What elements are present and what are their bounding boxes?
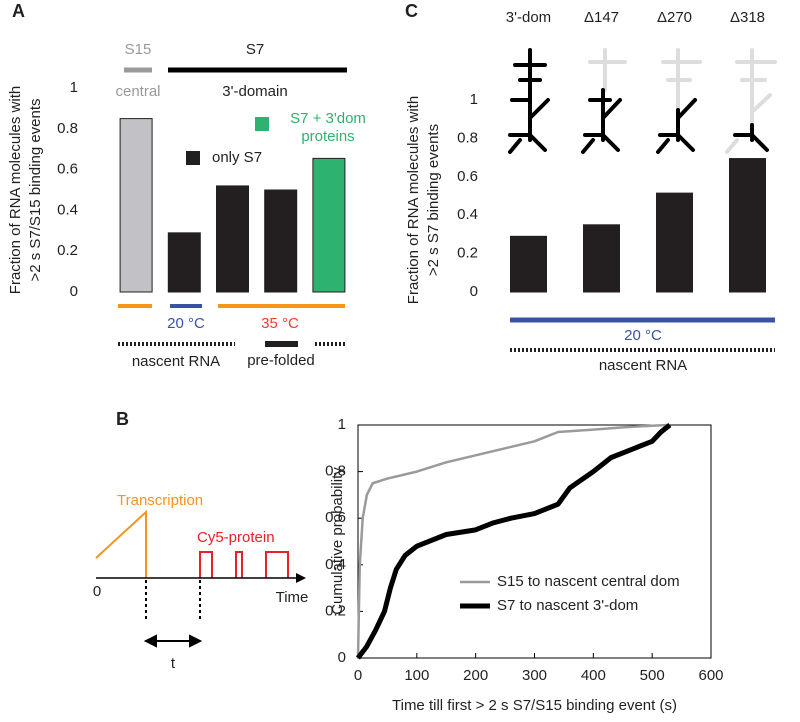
cdf-line: [356, 423, 672, 660]
bar: [656, 192, 693, 293]
rna-icon: [508, 48, 550, 154]
panel-label: A: [12, 1, 25, 21]
y-tick-label: 0.2: [57, 242, 78, 259]
annotation: 20 °C: [167, 315, 205, 332]
y-tick-label: 0.6: [57, 161, 78, 178]
category-label: Δ270: [657, 9, 692, 26]
y-tick-label: 0.6: [325, 509, 346, 526]
y-tick-label: 0: [338, 649, 346, 666]
annotation: Time: [276, 589, 309, 606]
bar: [264, 189, 298, 293]
x-tick-label: 100: [404, 667, 429, 684]
bar: [119, 118, 153, 293]
annotation: Transcription: [117, 492, 203, 509]
category-label: Δ147: [584, 9, 619, 26]
annotation: pre-folded: [247, 352, 315, 369]
interval-arrow: [143, 634, 203, 648]
y-tick-label: 0.4: [325, 556, 346, 573]
legend-swatch: [255, 117, 269, 131]
bar: [510, 235, 547, 293]
bar: [216, 185, 249, 293]
annotation: central: [115, 83, 160, 100]
bar: [167, 232, 201, 293]
x-tick-label: 300: [522, 667, 547, 684]
legend-label: S7 + 3'dom proteins: [290, 110, 366, 145]
y-tick-label: 1: [70, 79, 78, 96]
legend-label: S15 to nascent central dom: [497, 573, 680, 590]
schematic: [95, 509, 306, 648]
panel-label: C: [405, 1, 418, 21]
legend-label: only S7: [212, 149, 262, 166]
y-tick-label: 0: [470, 283, 478, 300]
annotation: 35 °C: [261, 315, 299, 332]
bar: [583, 224, 620, 293]
transcription-shape: [95, 509, 147, 578]
annotation: nascent RNA: [599, 357, 687, 374]
y-tick-label: 0.2: [325, 602, 346, 619]
legend-label: S7 to nascent 3'-dom: [497, 597, 638, 614]
y-tick-label: 1: [470, 91, 478, 108]
annotation: t: [171, 655, 176, 672]
y-tick-label: 0.8: [457, 129, 478, 146]
y-tick-label: 0.8: [325, 463, 346, 480]
rna-icon: [725, 48, 777, 154]
panel-label: B: [116, 409, 129, 429]
y-tick-label: 0.4: [57, 201, 78, 218]
arrow-head: [296, 573, 306, 583]
annotation: 0: [93, 583, 101, 600]
y-axis-label: Cumulative probability: [329, 467, 346, 615]
y-axis-label: >2 s S7 binding events: [425, 124, 442, 276]
y-axis-label: Fraction of RNA molecules with: [405, 96, 422, 304]
x-axis-label: Time till first > 2 s S7/S15 binding eve…: [392, 697, 677, 714]
y-tick-label: 0.8: [57, 120, 78, 137]
x-tick-label: 500: [640, 667, 665, 684]
x-tick-label: 0: [354, 667, 362, 684]
y-tick-label: 0.2: [457, 245, 478, 262]
annotation: S15: [125, 41, 152, 58]
legend-swatch: [186, 151, 200, 165]
rna-icons: [508, 48, 777, 154]
rna-icon: [581, 48, 627, 154]
rna-icon: [656, 48, 702, 154]
plot-frame: [357, 424, 712, 659]
bar: [729, 158, 766, 293]
category-label: 3'-dom: [506, 9, 551, 26]
pulses: [199, 551, 289, 578]
annotation: S7: [246, 41, 264, 58]
cdf-line: [356, 423, 667, 659]
annotation: Cy5-protein: [197, 529, 275, 546]
y-tick-label: 0.6: [457, 168, 478, 185]
x-tick-label: 400: [581, 667, 606, 684]
x-tick-label: 600: [698, 667, 723, 684]
x-tick-label: 200: [463, 667, 488, 684]
y-tick-label: 0: [70, 283, 78, 300]
annotation: nascent RNA: [132, 353, 220, 370]
y-axis-label: Fraction of RNA molecules with: [7, 86, 24, 294]
y-tick-label: 0.4: [457, 206, 478, 223]
bar: [312, 157, 346, 293]
category-label: Δ318: [730, 9, 765, 26]
y-axis-label: >2 s S7/S15 binding events: [27, 98, 44, 281]
annotation: 3'-domain: [222, 83, 287, 100]
y-tick-label: 1: [338, 416, 346, 433]
annotation: 20 °C: [624, 327, 662, 344]
